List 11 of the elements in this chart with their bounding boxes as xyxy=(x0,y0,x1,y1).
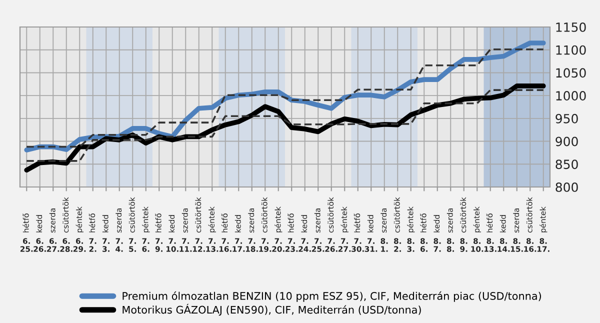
y-tick-label: 800 xyxy=(556,182,578,192)
y-tick-label: 1000 xyxy=(556,91,586,100)
y-tick-label: 1150 xyxy=(556,22,586,32)
line-series xyxy=(26,89,544,162)
y-tick-label: 900 xyxy=(556,136,578,146)
y-tick-label: 1050 xyxy=(556,68,586,78)
legend-label: Motorikus GÁZOLAJ (EN590), CIF, Mediterrán (USD/tonna) xyxy=(122,304,421,316)
legend-label: Premium ólmozatlan BENZIN (10 ppm ESZ 95), CIF, Mediterrán piac (USD/tonna) xyxy=(122,291,541,302)
y-tick-label: 850 xyxy=(556,160,578,170)
y-tick-label: 1100 xyxy=(556,45,586,55)
y-tick-label: 950 xyxy=(556,114,578,124)
